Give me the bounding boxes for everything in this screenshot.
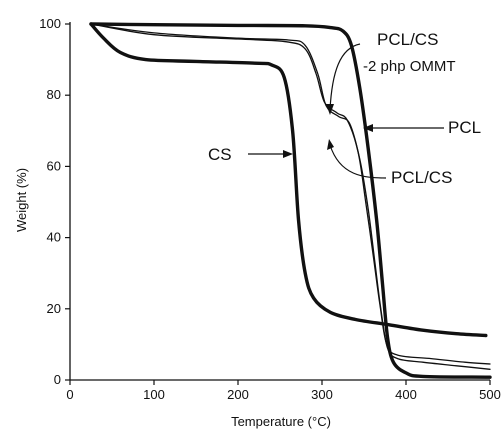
- arrowhead-pcl-cs-ommt: [326, 104, 334, 115]
- y-axis-title: Weight (%): [14, 168, 29, 232]
- axes: 0 100 200 300 400 500 0 20 40 60 80 100: [39, 16, 501, 402]
- x-tick-label: 500: [479, 387, 501, 402]
- y-tick-label: 100: [39, 16, 61, 31]
- y-tick-label: 20: [47, 301, 61, 316]
- y-tick-label: 80: [47, 87, 61, 102]
- series-line-cs: [89, 22, 488, 338]
- arrowhead-pcl: [363, 124, 373, 132]
- x-axis-title: Temperature (°C): [231, 414, 331, 429]
- annotation-pcl-cs-ommt-line1: PCL/CS: [377, 30, 438, 49]
- x-tick-label: 200: [227, 387, 249, 402]
- x-tick-label: 100: [143, 387, 165, 402]
- y-tick-label: 40: [47, 230, 61, 245]
- series-line-pcl-cs-2-php-ommt: [90, 23, 491, 365]
- y-tick-label: 60: [47, 158, 61, 173]
- annotation-cs: CS: [208, 145, 232, 164]
- arrowhead-pcl-cs: [327, 139, 334, 150]
- series-line-pcl-cs: [90, 23, 491, 370]
- y-tick-label: 0: [54, 372, 61, 387]
- curves: [89, 22, 492, 379]
- x-tick-label: 300: [311, 387, 333, 402]
- arrow-pcl-cs: [329, 144, 387, 179]
- annotation-pcl-cs-ommt-line2: -2 php OMMT: [363, 58, 456, 75]
- arrowhead-cs: [283, 150, 293, 158]
- x-tick-label: 400: [395, 387, 417, 402]
- series-line-pcl: [89, 22, 492, 379]
- annotations: PCL/CS -2 php OMMT PCL CS PCL/CS: [208, 30, 481, 187]
- annotation-pcl: PCL: [448, 118, 481, 137]
- arrow-pcl-cs-ommt: [329, 43, 361, 111]
- annotation-pcl-cs: PCL/CS: [391, 168, 452, 187]
- x-tick-label: 0: [66, 387, 73, 402]
